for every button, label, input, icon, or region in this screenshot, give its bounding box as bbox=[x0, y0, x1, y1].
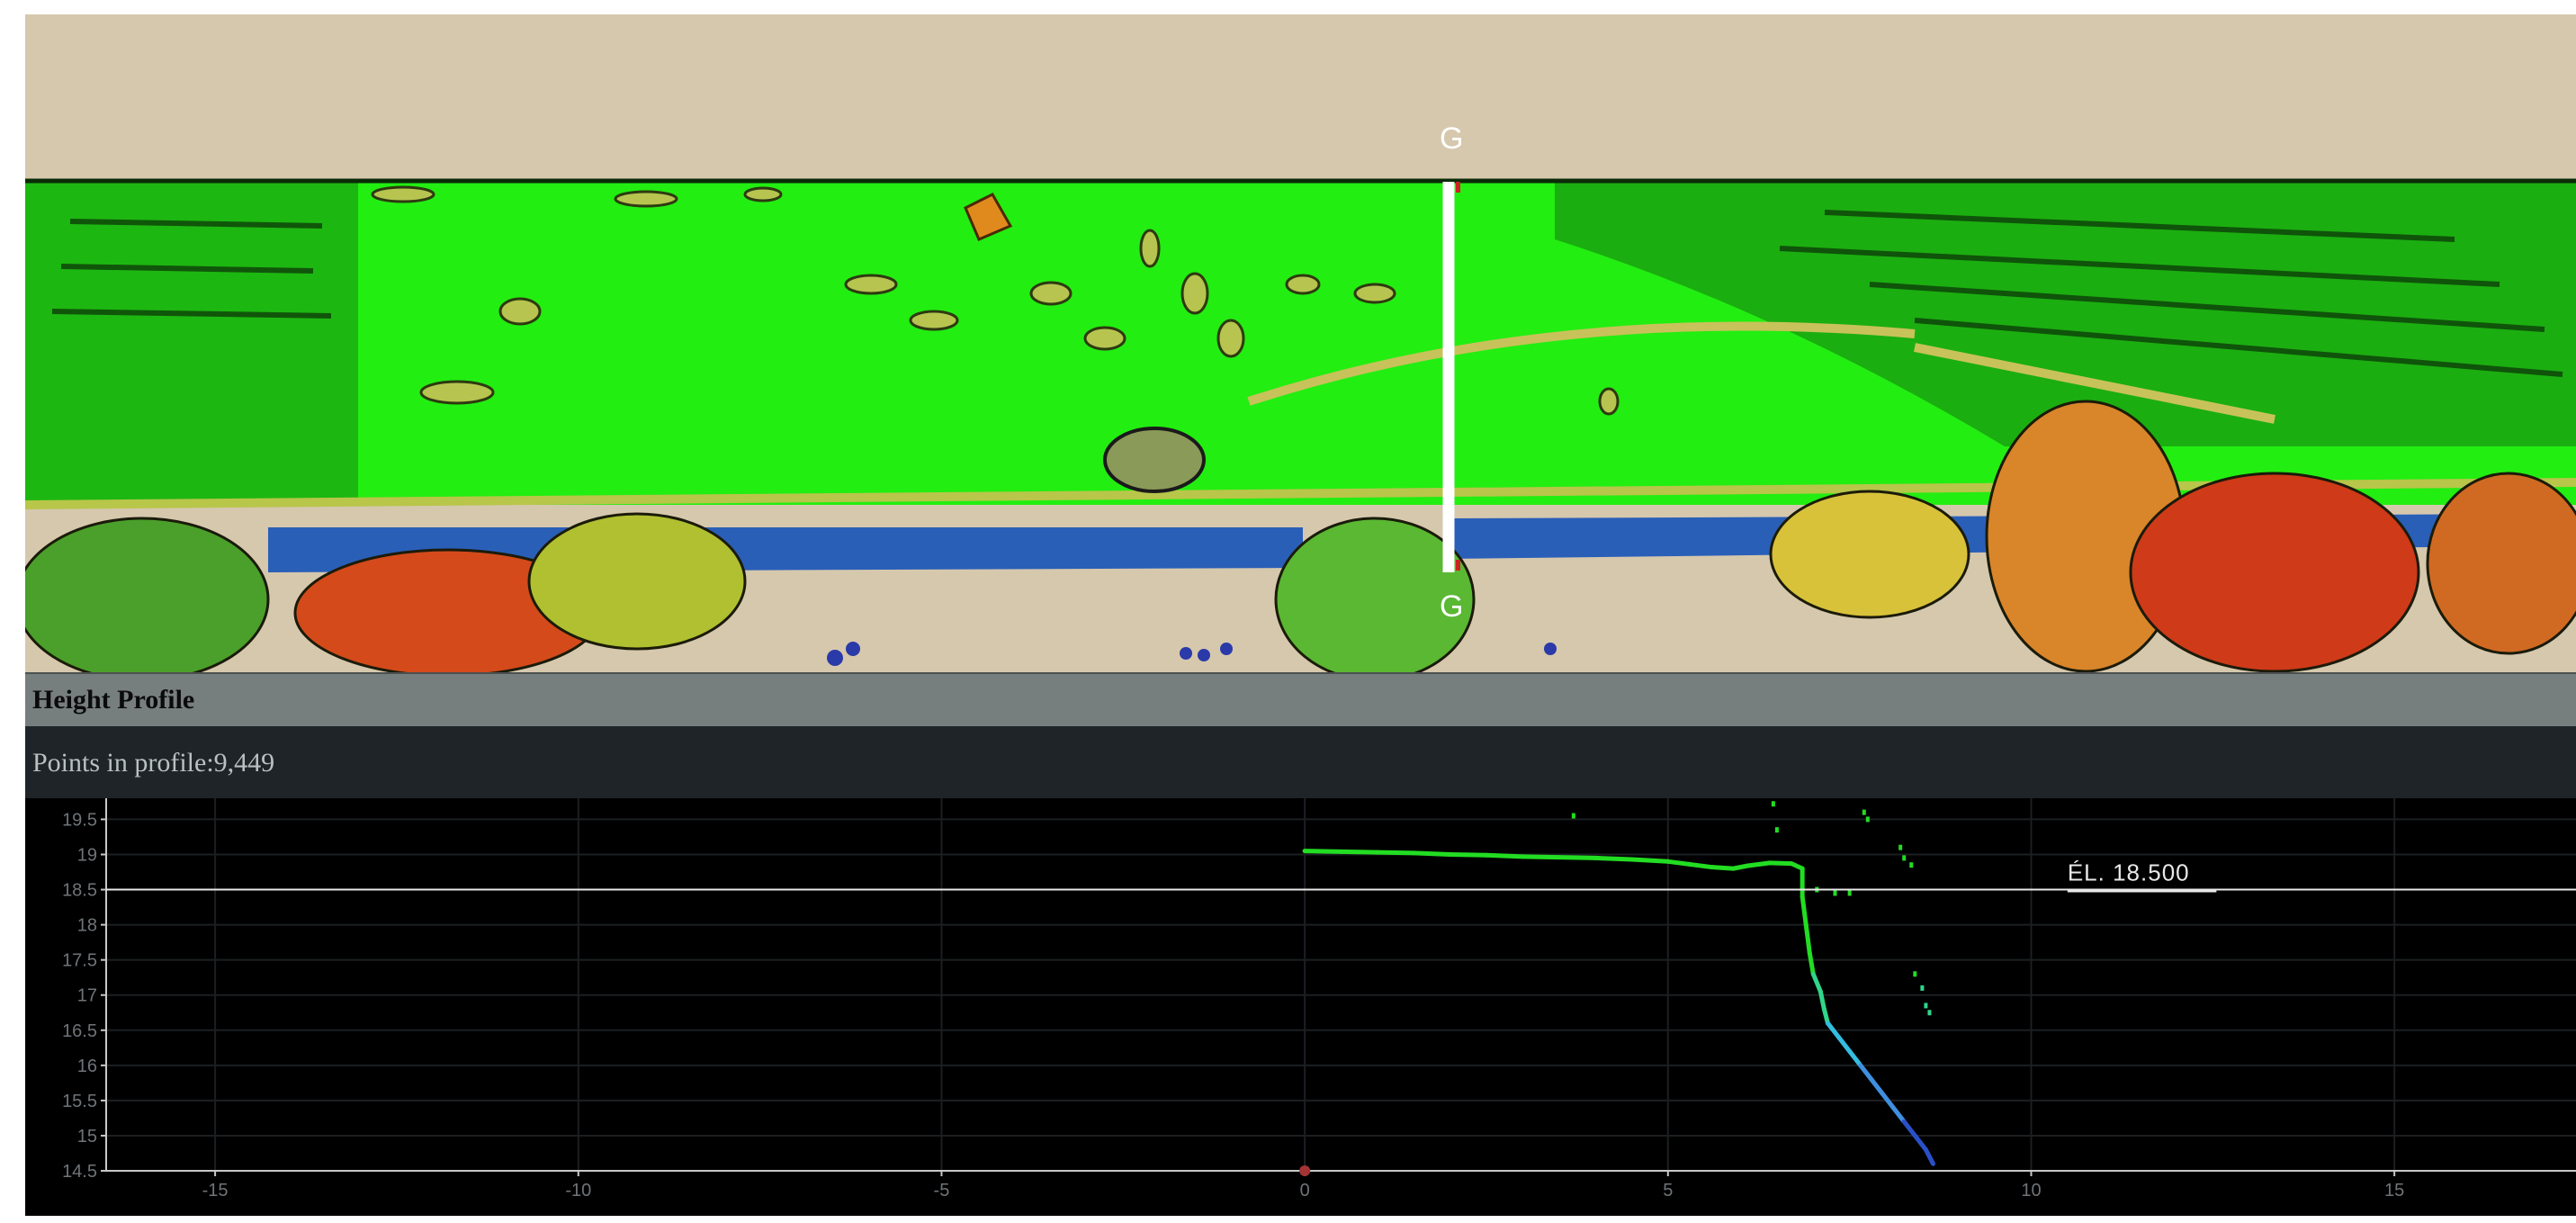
blue-points bbox=[827, 642, 1557, 666]
y-tick-label: 17.5 bbox=[62, 951, 97, 971]
points-count: 9,449 bbox=[213, 748, 275, 778]
outlier-point bbox=[1833, 890, 1837, 896]
profile-segment bbox=[1557, 855, 1598, 860]
reference-elevation: ÉL. 18.500 bbox=[106, 859, 2576, 893]
section-label-top: G bbox=[1440, 121, 1464, 156]
outlier-point bbox=[1571, 813, 1575, 819]
profile-segment bbox=[1375, 850, 1416, 856]
y-tick-label: 16.5 bbox=[62, 1021, 97, 1041]
profile-segment bbox=[1709, 865, 1736, 871]
x-tick-label: -10 bbox=[565, 1181, 591, 1201]
profile-segment bbox=[1818, 989, 1827, 1012]
x-tick-label: 0 bbox=[1300, 1181, 1310, 1201]
vegetation bbox=[25, 400, 2576, 672]
y-tick-label: 15.5 bbox=[62, 1092, 97, 1111]
scattered-objects bbox=[371, 185, 1620, 416]
x-tick-label: -15 bbox=[202, 1181, 229, 1201]
profile-segment bbox=[1411, 850, 1453, 857]
profile-segment bbox=[1800, 894, 1809, 928]
y-tick-label: 19 bbox=[77, 845, 97, 865]
x-tick-label: 10 bbox=[2021, 1181, 2041, 1201]
point-cloud-viewport[interactable]: G G bbox=[25, 14, 2576, 672]
profile-segment bbox=[1302, 849, 1343, 854]
y-tick-label: 18 bbox=[77, 916, 97, 936]
profile-segment bbox=[1847, 1048, 1863, 1068]
section-line-end-top bbox=[1456, 182, 1460, 193]
height-profile-chart[interactable]: 14.5 15 15.5 16 16.5 17 17.5 18 18.5 19 19.5 -15 -10… bbox=[25, 798, 2576, 1216]
profile-segment bbox=[1665, 859, 1692, 867]
y-tick-label: 19.5 bbox=[62, 810, 97, 830]
x-tick-label: -5 bbox=[934, 1181, 950, 1201]
profile-segment bbox=[1520, 854, 1562, 860]
profile-segment bbox=[1339, 849, 1380, 855]
chart-axes: 14.5 15 15.5 16 16.5 17 17.5 18 18.5 19 19.5 -15 -10… bbox=[62, 798, 2576, 1201]
x-tick-label: 5 bbox=[1663, 1181, 1673, 1201]
profile-segment bbox=[1484, 852, 1525, 859]
point-cloud-render bbox=[25, 178, 2576, 672]
profile-plot: 14.5 15 15.5 16 16.5 17 17.5 18 18.5 19 19.5 -15 -10… bbox=[62, 798, 2576, 1201]
outlier-point bbox=[1913, 971, 1917, 977]
outlier-point bbox=[1898, 844, 1903, 850]
profile-segment bbox=[1858, 1063, 1874, 1082]
y-tick-label: 17 bbox=[77, 986, 97, 1006]
profile-segment bbox=[1730, 863, 1751, 871]
grate-object bbox=[1103, 427, 1206, 493]
profile-segment bbox=[1448, 851, 1489, 858]
outlier-point bbox=[1927, 1010, 1932, 1016]
profile-segment bbox=[1890, 1105, 1907, 1124]
origin-marker bbox=[1299, 1165, 1311, 1176]
section-label-bottom: G bbox=[1440, 589, 1464, 624]
outlier-point bbox=[1902, 855, 1907, 861]
points-label: Points in profile: bbox=[32, 748, 214, 778]
texture-band-left bbox=[25, 181, 358, 505]
y-tick-label: 14.5 bbox=[62, 1162, 97, 1182]
outlier-point bbox=[1771, 801, 1775, 807]
profile-segment bbox=[1825, 1021, 1842, 1040]
profile-points bbox=[1299, 801, 1935, 1176]
profile-segment bbox=[1869, 1076, 1885, 1096]
profile-segment bbox=[1880, 1091, 1896, 1111]
outlier-point bbox=[1847, 890, 1852, 896]
curb-line bbox=[1247, 321, 1916, 406]
scan-stripes bbox=[51, 210, 2563, 377]
profile-segment bbox=[1836, 1035, 1853, 1054]
profile-segment bbox=[1746, 860, 1773, 868]
x-tick-label: 15 bbox=[2384, 1181, 2404, 1201]
outlier-point bbox=[1924, 1003, 1928, 1009]
profile-segment bbox=[1803, 922, 1812, 956]
outlier-point bbox=[1865, 816, 1870, 823]
profile-panel-header[interactable]: Height Profile bbox=[25, 672, 2576, 728]
profile-segment bbox=[1810, 971, 1823, 994]
points-in-profile: Points in profile:9,449 bbox=[32, 748, 274, 778]
outlier-point bbox=[1774, 827, 1779, 833]
y-tick-label: 18.5 bbox=[62, 881, 97, 901]
curb-line-2 bbox=[1914, 343, 2275, 424]
profile-segment bbox=[1923, 1147, 1935, 1166]
profile-segment bbox=[1912, 1133, 1928, 1153]
outlier-point bbox=[1862, 809, 1866, 815]
section-line-end-bottom bbox=[1456, 560, 1460, 571]
profile-segment bbox=[1767, 860, 1794, 867]
profile-segment bbox=[1629, 857, 1671, 864]
profile-panel-title: Height Profile bbox=[32, 685, 195, 715]
outlier-point bbox=[1920, 985, 1925, 991]
y-tick-label: 15 bbox=[77, 1127, 97, 1147]
profile-segment bbox=[1901, 1119, 1917, 1138]
reference-line-label: ÉL. 18.500 bbox=[2068, 859, 2190, 886]
profile-info-bar: Points in profile:9,449 bbox=[25, 726, 2576, 798]
outlier-point bbox=[1909, 862, 1914, 868]
chart-grid bbox=[106, 798, 2576, 1172]
y-tick-label: 16 bbox=[77, 1057, 97, 1076]
orange-object bbox=[964, 193, 1013, 241]
profile-segment bbox=[1687, 861, 1714, 870]
profile-segment bbox=[1807, 950, 1816, 976]
profile-segment bbox=[1593, 855, 1634, 862]
profile-segment bbox=[1821, 1006, 1830, 1026]
